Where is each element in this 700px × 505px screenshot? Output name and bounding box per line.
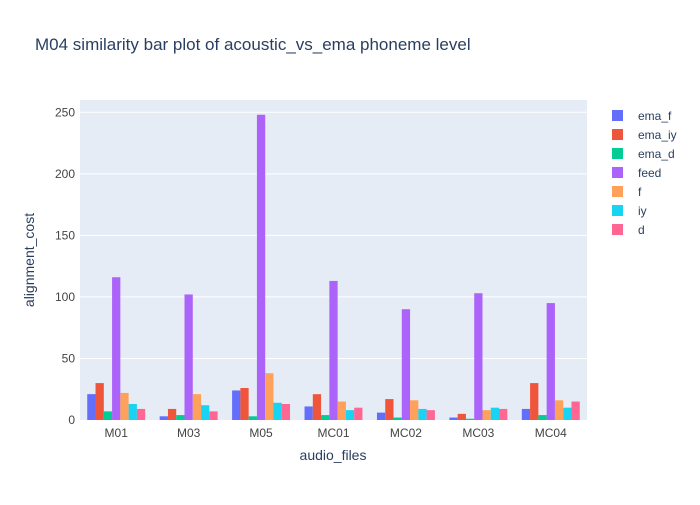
- bar-ema_d-MC01[interactable]: [321, 415, 330, 420]
- legend-label-feed[interactable]: feed: [638, 166, 661, 180]
- bar-ema_iy-MC02[interactable]: [385, 399, 394, 420]
- y-tick-label: 0: [68, 413, 75, 427]
- bar-iy-MC04[interactable]: [563, 407, 572, 420]
- bar-f-M03[interactable]: [192, 394, 202, 420]
- bar-ema_d-MC04[interactable]: [538, 415, 547, 420]
- bar-f-MC03[interactable]: [482, 410, 491, 420]
- bar-ema_d-MC02[interactable]: [393, 417, 402, 420]
- legend-swatch-iy[interactable]: [612, 205, 623, 216]
- legend-swatch-ema_d[interactable]: [612, 148, 623, 159]
- bar-ema_f-MC03[interactable]: [449, 417, 458, 420]
- bar-feed-M03[interactable]: [184, 294, 193, 420]
- bar-f-M05[interactable]: [265, 373, 274, 420]
- x-tick-label: MC03: [462, 426, 494, 440]
- bar-feed-M05[interactable]: [256, 114, 266, 421]
- legend-swatch-ema_iy[interactable]: [612, 129, 623, 140]
- bar-ema_d-M01[interactable]: [103, 411, 113, 420]
- bar-ema_d-M03[interactable]: [176, 415, 185, 420]
- legend-swatch-f[interactable]: [612, 186, 623, 197]
- legend-swatch-d[interactable]: [612, 224, 623, 235]
- x-axis-ticks: M01 M03 M05 MC01 MC02 MC03 MC04: [105, 426, 568, 440]
- bar-d-MC03[interactable]: [499, 408, 508, 420]
- bar-feed-MC04[interactable]: [546, 303, 555, 420]
- chart-title: M04 similarity bar plot of acoustic_vs_e…: [35, 35, 471, 54]
- bar-f-MC04[interactable]: [554, 400, 564, 420]
- bar-feed-MC02[interactable]: [401, 309, 411, 420]
- bar-ema_f-M03[interactable]: [159, 416, 168, 420]
- bar-ema_d-MC03[interactable]: [465, 418, 475, 420]
- legend-label-f[interactable]: f: [638, 185, 642, 199]
- bar-ema_iy-MC01[interactable]: [312, 394, 322, 420]
- bar-ema_f-MC02[interactable]: [376, 412, 386, 420]
- legend-label-ema_f[interactable]: ema_f: [638, 109, 672, 123]
- bar-f-M01[interactable]: [120, 392, 129, 420]
- bar-ema_f-MC04[interactable]: [521, 408, 531, 420]
- y-axis-title: alignment_cost: [21, 213, 37, 307]
- legend-swatch-feed[interactable]: [612, 167, 623, 178]
- y-tick-label: 200: [55, 167, 75, 181]
- legend-label-ema_iy[interactable]: ema_iy: [638, 128, 677, 142]
- bar-ema_f-M01[interactable]: [87, 394, 96, 420]
- bar-iy-M01[interactable]: [128, 404, 137, 420]
- bar-d-MC04[interactable]: [571, 401, 580, 420]
- bars: [87, 114, 580, 421]
- bar-iy-MC03[interactable]: [490, 407, 500, 420]
- x-tick-label: M03: [177, 426, 201, 440]
- bar-f-MC01[interactable]: [337, 401, 346, 420]
- legend-label-ema_d[interactable]: ema_d: [638, 147, 675, 161]
- bar-ema_d-M05[interactable]: [248, 416, 257, 420]
- bar-feed-MC01[interactable]: [329, 280, 338, 420]
- x-tick-label: M05: [249, 426, 273, 440]
- x-tick-label: MC04: [535, 426, 567, 440]
- bar-d-M03[interactable]: [209, 411, 218, 420]
- bar-d-MC01[interactable]: [354, 407, 363, 420]
- bar-iy-M03[interactable]: [201, 405, 210, 420]
- y-axis-ticks: 0 50 100 150 200 250: [55, 105, 75, 427]
- bar-d-M01[interactable]: [136, 408, 146, 420]
- legend-label-iy[interactable]: iy: [638, 204, 647, 218]
- bar-ema_f-M05[interactable]: [232, 390, 241, 420]
- bar-ema_iy-M05[interactable]: [240, 388, 249, 420]
- y-tick-label: 150: [55, 228, 75, 242]
- bar-feed-M01[interactable]: [112, 277, 121, 420]
- bar-ema_f-MC01[interactable]: [304, 406, 313, 420]
- legend-label-d[interactable]: d: [638, 223, 645, 237]
- y-tick-label: 50: [62, 351, 76, 365]
- bar-d-M05[interactable]: [281, 404, 291, 420]
- bar-ema_iy-MC04[interactable]: [530, 383, 539, 420]
- x-tick-label: MC02: [390, 426, 422, 440]
- bar-ema_iy-MC03[interactable]: [457, 413, 466, 420]
- y-tick-label: 100: [55, 290, 75, 304]
- x-tick-label: M01: [105, 426, 129, 440]
- x-tick-label: MC01: [317, 426, 349, 440]
- bar-d-MC02[interactable]: [426, 410, 435, 420]
- bar-iy-MC01[interactable]: [345, 410, 355, 420]
- bar-ema_iy-M03[interactable]: [167, 408, 177, 420]
- legend-swatch-ema_f[interactable]: [612, 110, 623, 121]
- bar-f-MC02[interactable]: [410, 400, 419, 420]
- y-tick-label: 250: [55, 105, 75, 119]
- x-axis-title: audio_files: [300, 447, 367, 463]
- bar-iy-M05[interactable]: [273, 402, 282, 420]
- bar-ema_iy-M01[interactable]: [95, 383, 104, 420]
- bar-feed-MC03[interactable]: [474, 293, 483, 420]
- bar-iy-MC02[interactable]: [418, 408, 427, 420]
